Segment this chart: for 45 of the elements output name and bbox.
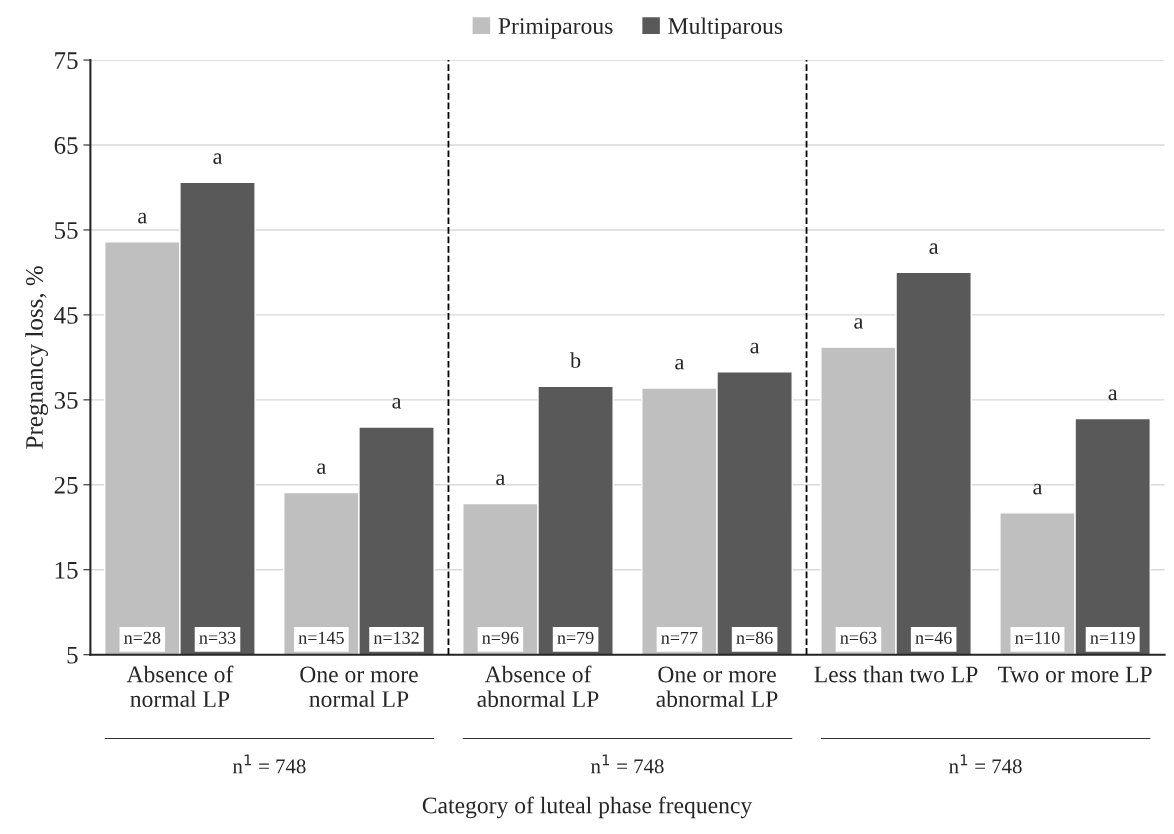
annotation: n=79 bbox=[557, 631, 594, 644]
annotation: a bbox=[929, 243, 939, 255]
annotation: n=46 bbox=[915, 631, 952, 644]
annotation: a bbox=[1033, 483, 1043, 495]
text: n$^{1}$ = 748 bbox=[949, 754, 1022, 774]
annotation: n=33 bbox=[199, 631, 236, 644]
y-tick-label: 35 bbox=[54, 391, 78, 409]
text: n$^{1}$ = 748 bbox=[232, 754, 306, 774]
text: n$^{1}$ = 748 bbox=[591, 754, 664, 774]
annotation: n=110 bbox=[1015, 631, 1060, 644]
y-tick-label: 25 bbox=[54, 476, 78, 494]
y-tick-label: 75 bbox=[55, 52, 78, 69]
annotation: n=63 bbox=[840, 631, 877, 644]
annotation: a bbox=[317, 463, 326, 475]
annotation: a bbox=[392, 397, 402, 409]
annotation: a bbox=[854, 318, 864, 329]
y-axis-title: Pregnancy loss, % bbox=[25, 266, 49, 449]
annotation: a bbox=[1108, 389, 1118, 401]
annotation: a bbox=[750, 342, 760, 354]
annotation: a bbox=[213, 153, 223, 164]
legend-label: Multiparous bbox=[668, 17, 783, 39]
annotation: b bbox=[570, 352, 581, 368]
annotation: n=28 bbox=[124, 631, 161, 644]
annotation: n=119 bbox=[1090, 631, 1135, 644]
y-tick-label: 15 bbox=[55, 561, 78, 579]
annotation: a bbox=[138, 212, 147, 224]
annotation: a bbox=[496, 474, 506, 486]
x-tick-label: Less than two LP bbox=[814, 665, 978, 683]
legend-label: Primiparous bbox=[498, 18, 613, 39]
x-tick-label: One or more normal LP bbox=[300, 666, 418, 708]
x-tick-label: Two or more LP bbox=[997, 666, 1152, 683]
x-tick-label: One or more abnormal LP bbox=[656, 666, 778, 708]
x-tick-label: Absence of normal LP bbox=[126, 665, 234, 708]
annotation: n=77 bbox=[661, 631, 698, 644]
annotation: n=86 bbox=[736, 631, 773, 644]
annotation: n=145 bbox=[298, 631, 344, 644]
annotation: n=96 bbox=[482, 631, 519, 644]
annotation: a bbox=[675, 358, 685, 370]
x-tick-label: Absence of abnormal LP bbox=[477, 665, 599, 708]
y-tick-label: 5 bbox=[67, 646, 78, 664]
annotation: n=132 bbox=[373, 631, 419, 644]
y-tick-label: 45 bbox=[54, 307, 78, 324]
y-tick-label: 55 bbox=[55, 222, 78, 239]
x-axis-title: Category of luteal phase frequency bbox=[422, 796, 753, 819]
y-tick-label: 65 bbox=[54, 137, 78, 154]
